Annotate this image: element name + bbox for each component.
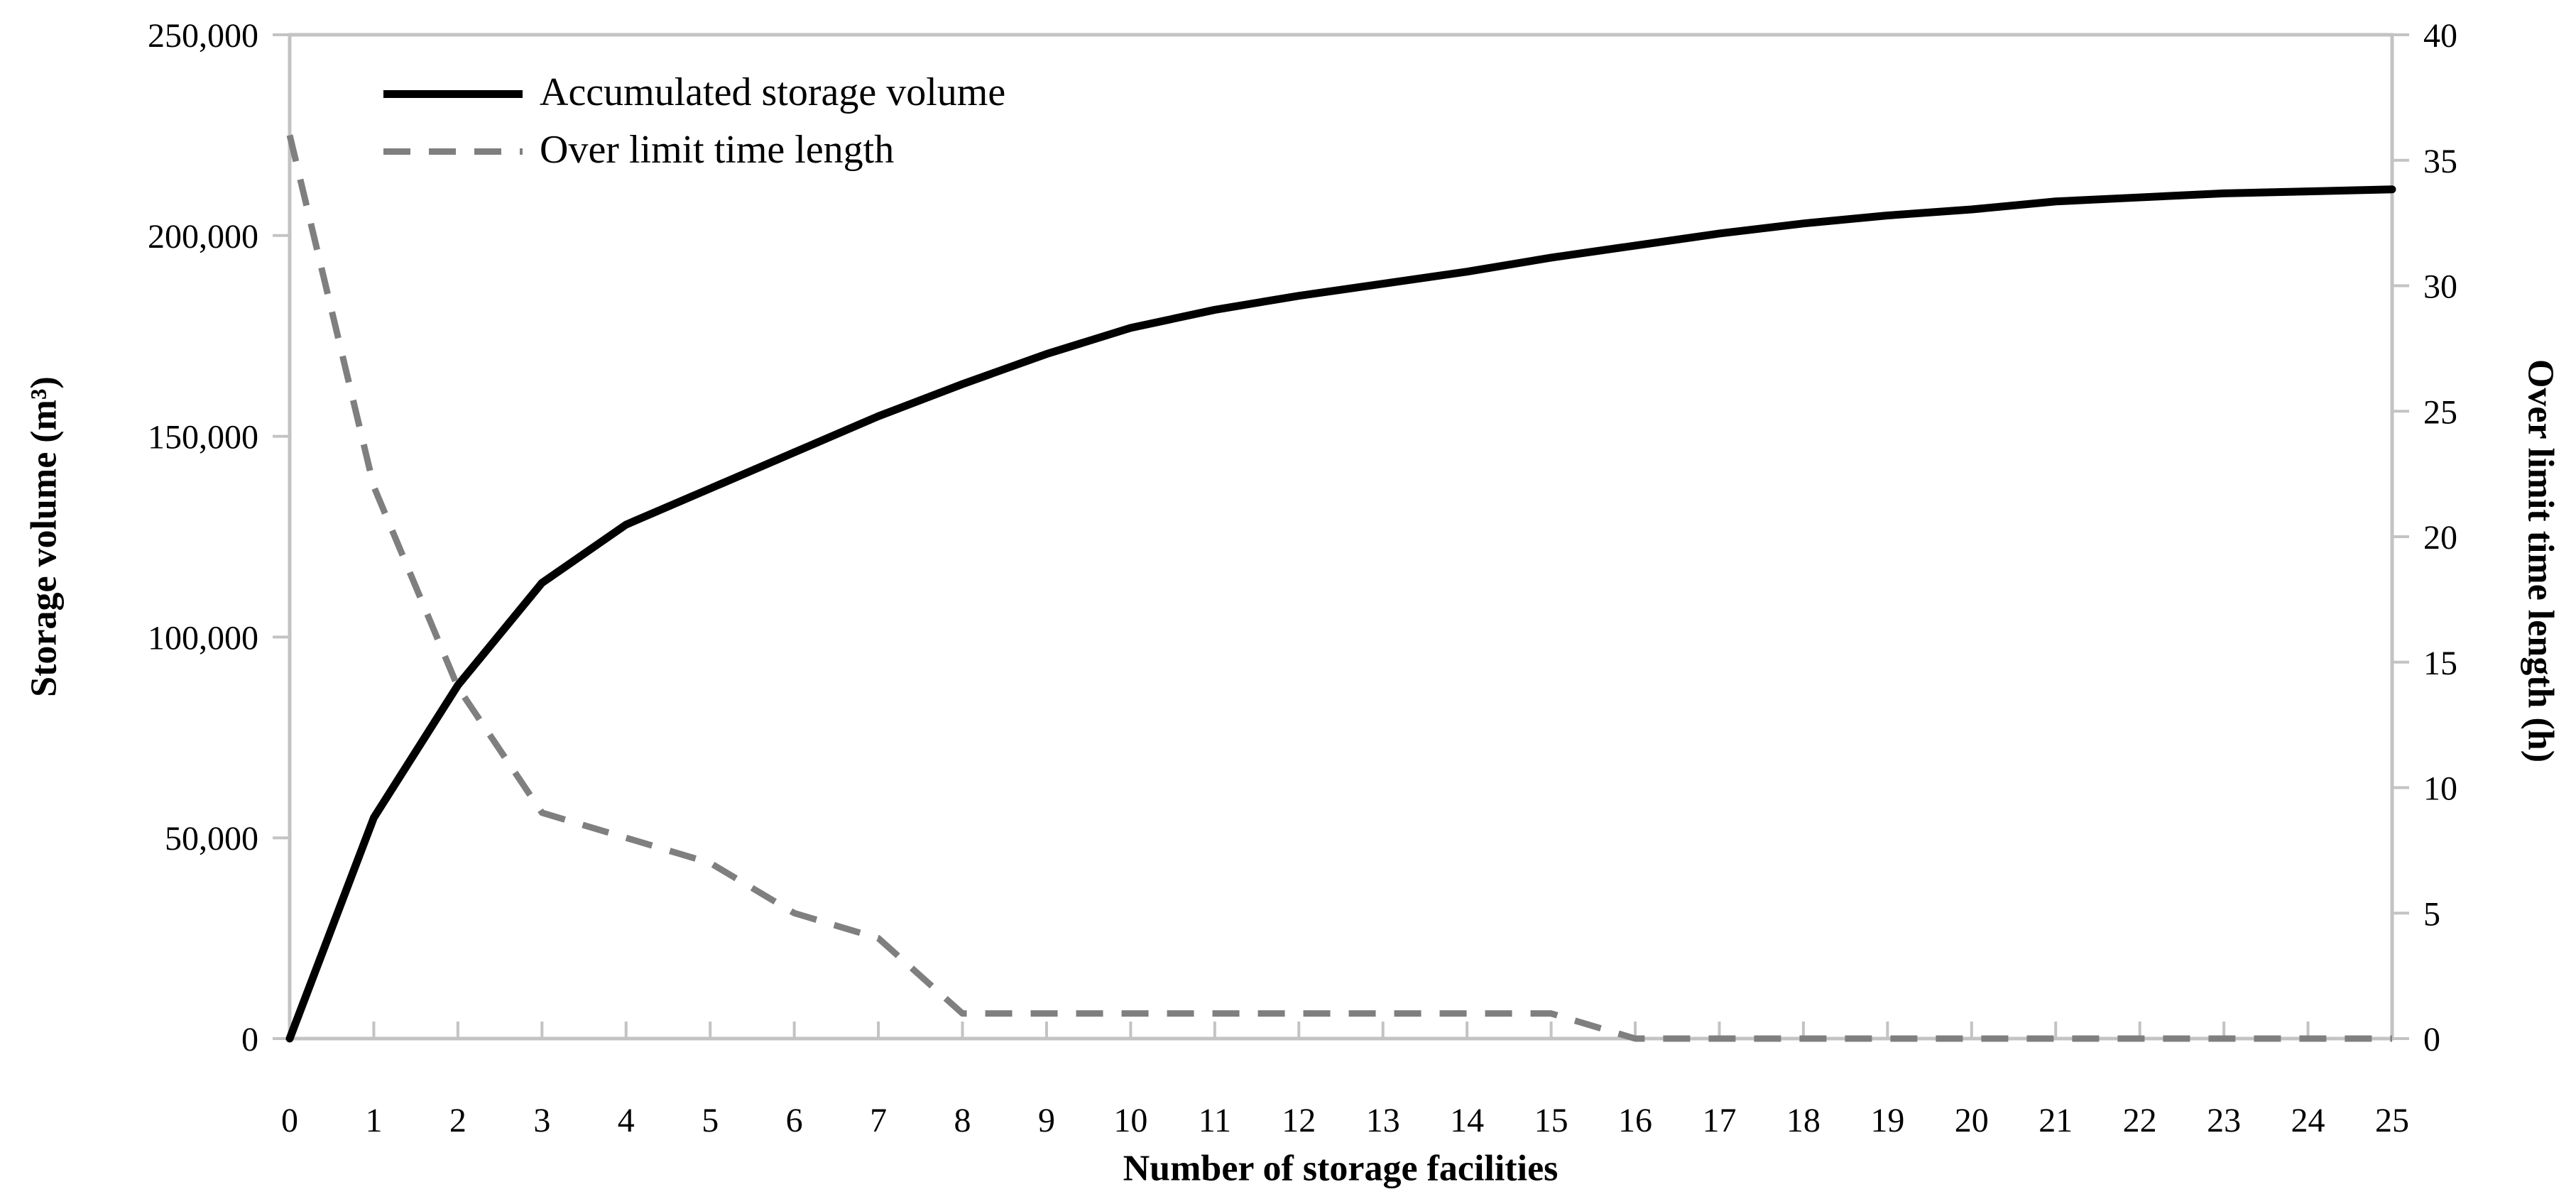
x-axis-tick-label: 2 — [449, 1102, 466, 1139]
x-axis-tick-label: 13 — [1366, 1102, 1400, 1139]
legend-item-accumulated-storage-volume: Accumulated storage volume — [383, 65, 1005, 123]
x-axis-tick-label: 25 — [2375, 1102, 2409, 1139]
x-axis-tick-label: 4 — [618, 1102, 635, 1139]
x-axis-tick-label: 12 — [1282, 1102, 1316, 1139]
left-axis-tick-label: 100,000 — [148, 619, 258, 657]
x-axis-tick-label: 1 — [365, 1102, 382, 1139]
x-axis-tick-label: 7 — [870, 1102, 887, 1139]
x-axis-tick-label: 5 — [702, 1102, 719, 1139]
left-axis-tick-label: 250,000 — [148, 17, 258, 55]
x-axis-tick-label: 6 — [786, 1102, 803, 1139]
left-y-axis-title: Storage volume (m³) — [23, 376, 65, 697]
x-axis-title: Number of storage facilities — [1123, 1148, 1559, 1189]
x-axis-tick-label: 0 — [281, 1102, 298, 1139]
x-axis-tick-label: 24 — [2291, 1102, 2325, 1139]
right-axis-tick-label: 40 — [2423, 17, 2457, 55]
right-axis-tick-label: 5 — [2423, 895, 2440, 933]
left-axis-tick-label: 0 — [241, 1021, 258, 1058]
right-axis-tick-label: 30 — [2423, 268, 2457, 306]
right-y-axis-title: Over limit time length (h) — [2520, 359, 2561, 763]
right-axis-tick-label: 20 — [2423, 519, 2457, 557]
right-axis-tick-label: 25 — [2423, 393, 2457, 431]
x-axis-tick-label: 20 — [1955, 1102, 1989, 1139]
x-axis-tick-label: 16 — [1618, 1102, 1652, 1139]
left-axis-tick-label: 150,000 — [148, 419, 258, 456]
dashed-line-swatch-icon — [383, 148, 523, 155]
left-axis-tick-label: 50,000 — [165, 820, 258, 858]
right-axis-tick-label: 10 — [2423, 770, 2457, 808]
x-axis-tick-label: 19 — [1870, 1102, 1904, 1139]
legend-item-over-limit-time-length: Over limit time length — [383, 123, 1005, 180]
x-axis-tick-label: 3 — [533, 1102, 550, 1139]
x-axis-tick-label: 9 — [1038, 1102, 1055, 1139]
x-axis-tick-label: 11 — [1199, 1102, 1231, 1139]
legend-label: Accumulated storage volume — [540, 70, 1006, 114]
x-axis-tick-label: 23 — [2207, 1102, 2241, 1139]
right-axis-tick-label: 0 — [2423, 1021, 2440, 1058]
x-axis-tick-label: 8 — [954, 1102, 971, 1139]
legend-label: Over limit time length — [540, 127, 895, 172]
x-axis-tick-label: 10 — [1113, 1102, 1147, 1139]
left-axis-tick-label: 200,000 — [148, 218, 258, 256]
x-axis-tick-label: 14 — [1450, 1102, 1484, 1139]
x-axis-tick-label: 17 — [1702, 1102, 1736, 1139]
x-axis-tick-label: 18 — [1786, 1102, 1821, 1139]
x-axis-tick-label: 21 — [2039, 1102, 2073, 1139]
over-limit-time-length-line — [286, 134, 2392, 1042]
right-axis-tick-label: 35 — [2423, 143, 2457, 180]
solid-line-swatch-icon — [383, 90, 523, 98]
legend: Accumulated storage volume Over limit ti… — [383, 65, 1005, 180]
x-axis-tick-label: 22 — [2123, 1102, 2157, 1139]
x-axis-tick-label: 15 — [1534, 1102, 1568, 1139]
accumulated-storage-volume-line — [285, 185, 2396, 1043]
right-axis-tick-label: 15 — [2423, 645, 2457, 682]
